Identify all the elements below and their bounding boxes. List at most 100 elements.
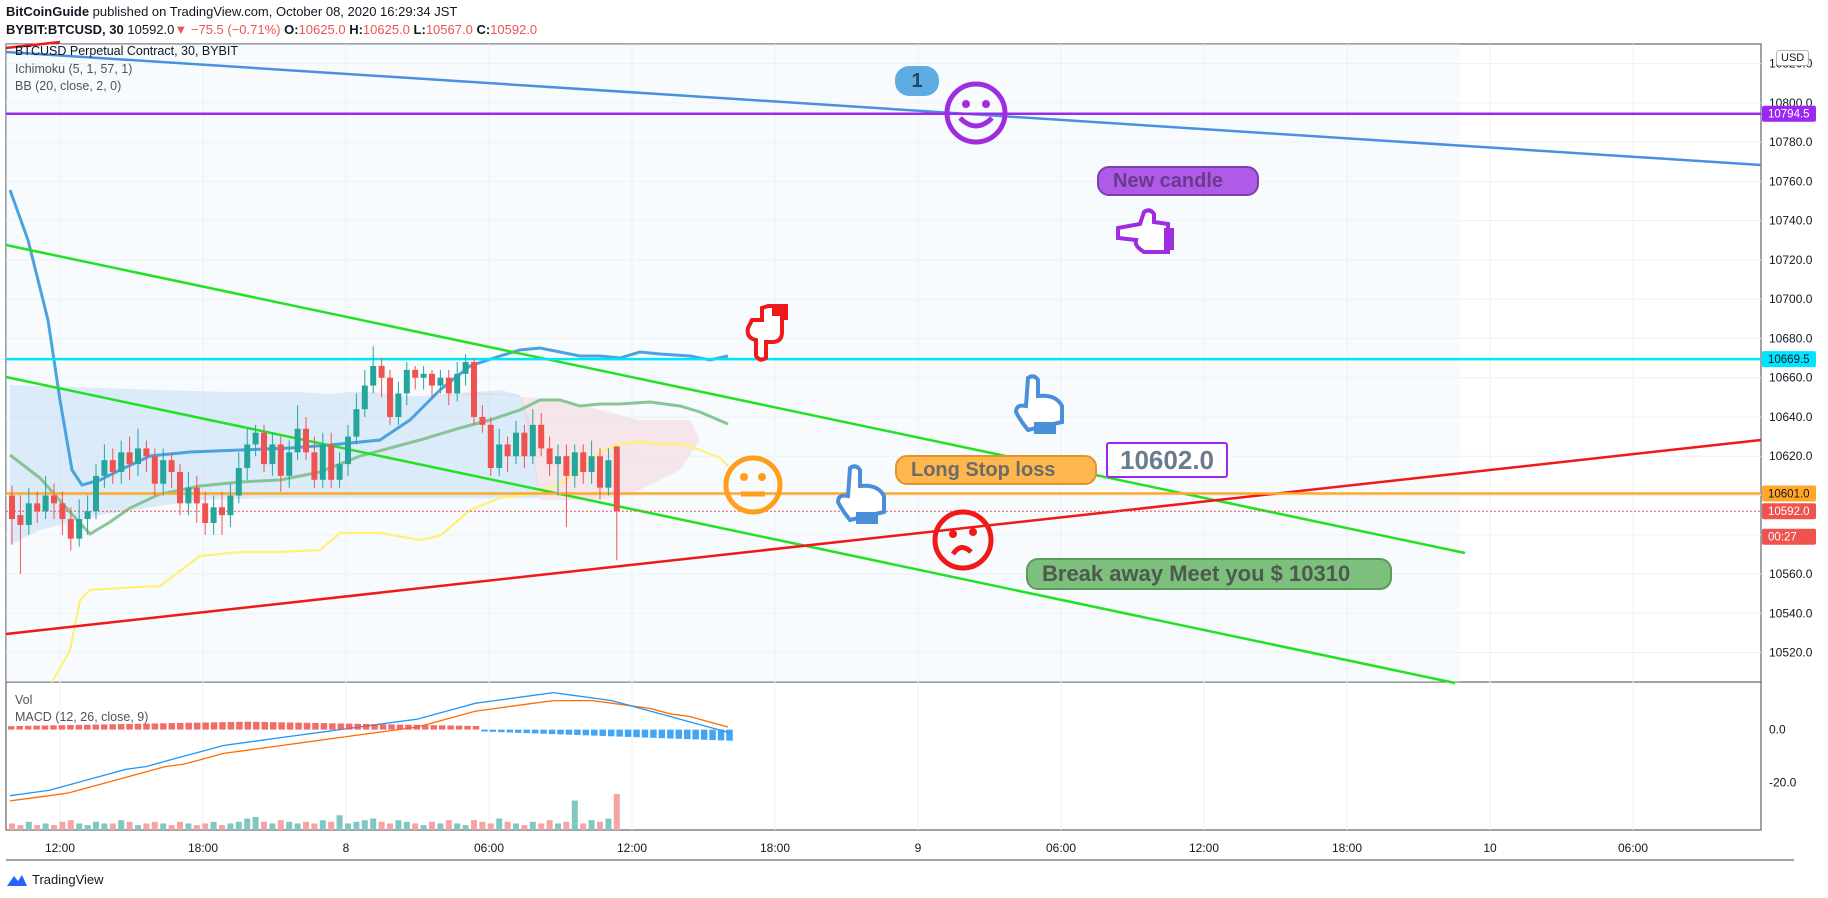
volume-bar — [328, 821, 335, 830]
candle-body — [597, 456, 603, 488]
new-candle-label[interactable]: New candle — [1097, 166, 1259, 196]
bb-basis-line — [9, 398, 729, 536]
candle-body — [34, 503, 41, 512]
macd-histogram-bar — [481, 729, 488, 732]
volume-bar — [277, 820, 284, 830]
candle-body — [193, 487, 200, 504]
pointing-hand-icon[interactable] — [1012, 374, 1068, 436]
candle-body — [529, 424, 536, 457]
macd-histogram-bar — [193, 722, 201, 730]
volume-bar — [605, 818, 612, 830]
legend-vol[interactable]: Vol — [15, 693, 33, 707]
volume-bar — [487, 823, 494, 830]
candle-body — [353, 409, 360, 437]
macd-histogram-bar — [329, 723, 336, 730]
volume-bar — [244, 818, 251, 830]
volume-bar — [235, 821, 242, 830]
macd-histogram-bar — [354, 723, 361, 730]
high-label: H: — [349, 22, 363, 37]
neutral-face-icon[interactable] — [722, 454, 784, 516]
volume-bar — [51, 825, 57, 830]
y-tick-label: 10720.0 — [1769, 253, 1813, 267]
candle-body — [328, 444, 335, 480]
smiley-face-icon[interactable] — [943, 80, 1009, 146]
volume-bar — [403, 821, 410, 830]
volume-bar — [93, 821, 99, 830]
macd-tick-label: 0.0 — [1769, 723, 1786, 737]
candle-body — [521, 432, 528, 457]
candle-body — [504, 444, 511, 457]
macd-histogram-bar — [33, 725, 40, 730]
y-tick-label: 10760.0 — [1769, 174, 1813, 188]
volume-bar — [319, 820, 326, 830]
macd-histogram-bar — [675, 729, 683, 739]
y-tick-label: 10560.0 — [1769, 567, 1813, 581]
candle-body — [378, 365, 385, 378]
pointing-hand-icon[interactable] — [834, 464, 890, 526]
macd-histogram-bar — [472, 725, 480, 730]
price-box-label[interactable]: 10602.0 — [1106, 442, 1228, 478]
author-name[interactable]: BitCoinGuide — [6, 4, 90, 19]
volume-bar — [429, 821, 435, 830]
macd-histogram-bar — [515, 729, 522, 733]
macd-histogram-bar — [84, 724, 91, 730]
candle-body — [387, 377, 393, 417]
volume-bar — [17, 825, 24, 830]
x-tick-label: 06:00 — [1046, 841, 1076, 855]
break-away-label[interactable]: Break away Meet you $ 10310 — [1026, 558, 1392, 590]
x-tick-label: 10 — [1483, 841, 1497, 855]
candle-body — [370, 365, 377, 386]
candle-body — [235, 468, 242, 496]
cloud-bullish — [10, 385, 540, 545]
publish-header: BitCoinGuide published on TradingView.co… — [6, 4, 457, 19]
volume-bar — [210, 821, 217, 830]
macd-histogram-bar — [413, 724, 421, 730]
candle-body — [412, 369, 419, 378]
volume-bar — [345, 823, 351, 830]
x-tick-label: 18:00 — [188, 841, 218, 855]
macd-histogram-bar — [447, 725, 454, 730]
candle-body — [244, 444, 251, 469]
macd-histogram-bar — [396, 724, 404, 730]
candle-body — [479, 416, 486, 425]
price-change: −75.5 (−0.71%) — [190, 22, 281, 37]
legend-ichimoku[interactable]: Ichimoku (5, 1, 57, 1) — [15, 62, 133, 76]
pointing-hand-icon[interactable] — [738, 302, 792, 362]
macd-histogram-bar — [726, 729, 733, 741]
macd-histogram-bar — [286, 722, 294, 730]
legend-bb[interactable]: BB (20, close, 2, 0) — [15, 79, 122, 93]
legend-macd[interactable]: MACD (12, 26, close, 9) — [15, 710, 149, 724]
volume-bar — [563, 821, 570, 830]
macd-histogram-bar — [168, 723, 176, 730]
volume-bar — [471, 820, 477, 830]
footer-brand[interactable]: TradingView — [32, 872, 104, 887]
volume-bar — [546, 820, 553, 830]
macd-histogram-bar — [100, 724, 108, 730]
macd-histogram-bar — [278, 722, 285, 730]
close-label: C: — [476, 22, 491, 37]
long-stop-loss-label[interactable]: Long Stop loss — [895, 455, 1097, 485]
candle-body — [101, 460, 108, 476]
tradingview-logo-icon[interactable] — [6, 873, 28, 887]
candle-body — [294, 428, 301, 453]
currency-badge[interactable]: USD — [1776, 50, 1810, 66]
macd-histogram-bar — [667, 729, 674, 739]
volume-bar — [336, 815, 343, 830]
candle-body — [429, 373, 435, 386]
trend-line-green-lower — [5, 375, 1456, 685]
candle-body — [219, 507, 225, 516]
macd-histogram-bar — [134, 723, 142, 730]
candle-body — [319, 444, 326, 480]
macd-histogram-bar — [151, 723, 159, 730]
volume-bar — [504, 821, 511, 830]
bubble-number[interactable]: 1 — [895, 66, 939, 96]
candle-body — [311, 452, 318, 480]
macd-histogram-bar — [531, 729, 539, 734]
sad-face-icon[interactable] — [931, 508, 995, 572]
macd-histogram-bar — [438, 725, 446, 730]
candles — [9, 346, 620, 575]
volume-bar — [160, 823, 167, 830]
pointing-hand-icon[interactable] — [1114, 206, 1176, 258]
macd-histogram-bar — [422, 725, 429, 730]
